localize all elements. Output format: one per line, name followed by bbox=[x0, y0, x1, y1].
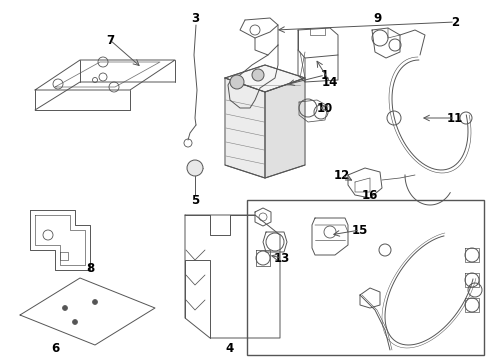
Text: 9: 9 bbox=[373, 12, 381, 24]
Circle shape bbox=[229, 75, 244, 89]
Text: 2: 2 bbox=[450, 15, 458, 28]
Text: 12: 12 bbox=[333, 168, 349, 181]
Text: 15: 15 bbox=[351, 224, 367, 237]
Polygon shape bbox=[224, 78, 264, 178]
Text: 3: 3 bbox=[190, 12, 199, 24]
Text: 11: 11 bbox=[446, 112, 462, 125]
Text: 5: 5 bbox=[190, 194, 199, 207]
Bar bbox=[246, 200, 483, 355]
Circle shape bbox=[62, 306, 67, 310]
Text: 4: 4 bbox=[225, 342, 234, 355]
Circle shape bbox=[92, 300, 97, 305]
Text: 7: 7 bbox=[106, 33, 114, 46]
Text: 13: 13 bbox=[273, 252, 289, 265]
Text: 6: 6 bbox=[51, 342, 59, 355]
Circle shape bbox=[72, 320, 77, 324]
Circle shape bbox=[251, 69, 264, 81]
Text: 14: 14 bbox=[321, 76, 338, 89]
Text: 8: 8 bbox=[86, 261, 94, 274]
Polygon shape bbox=[224, 65, 305, 92]
Text: 10: 10 bbox=[316, 102, 332, 114]
Text: 16: 16 bbox=[361, 189, 377, 202]
Text: 1: 1 bbox=[320, 68, 328, 81]
Polygon shape bbox=[264, 78, 305, 178]
Circle shape bbox=[186, 160, 203, 176]
